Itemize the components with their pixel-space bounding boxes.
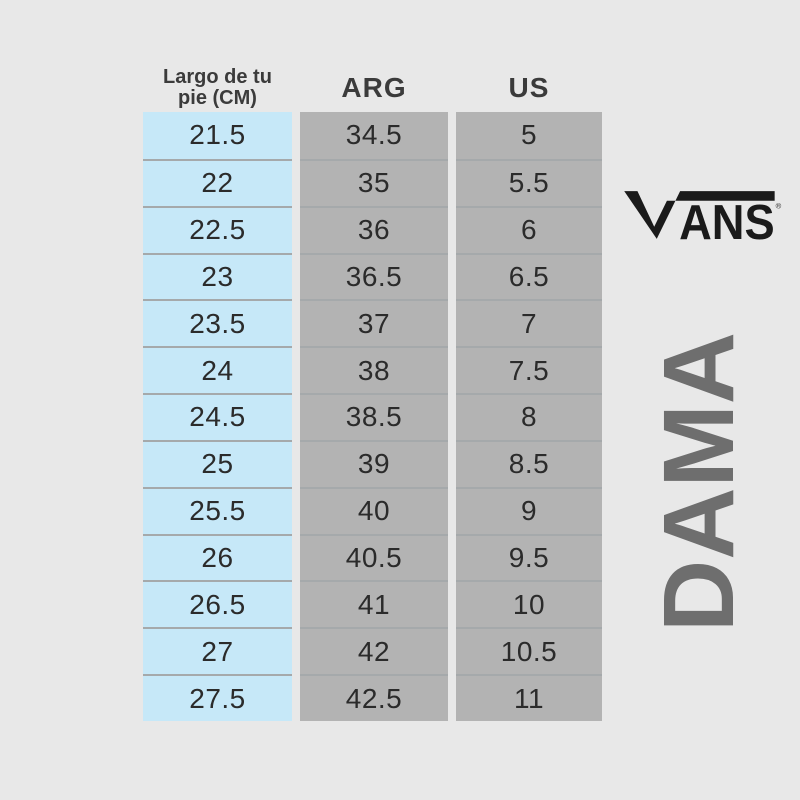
table-cell: 8 (456, 393, 602, 440)
table-cell: 41 (300, 580, 448, 628)
table-cell: 11 (456, 674, 602, 721)
table-cell: 6 (456, 205, 602, 253)
table-cell: 9 (456, 486, 602, 534)
table-cell: 37 (300, 299, 448, 347)
vertical-label-dama: DAMA (643, 332, 755, 632)
table-cell: 36.5 (300, 252, 448, 300)
table-cell: 25.5 (143, 486, 292, 534)
table-cell: 10.5 (456, 627, 602, 675)
vans-ans-letters: ANS (679, 195, 775, 246)
table-cell: 24.5 (143, 393, 292, 440)
table-cell: 40.5 (300, 533, 448, 581)
table-cell: 36 (300, 205, 448, 253)
table-cell: 5.5 (456, 158, 602, 206)
table-cell: 10 (456, 580, 602, 628)
table-cell: 5 (456, 112, 602, 159)
table-cell: 35 (300, 158, 448, 206)
table-header-row: Largo de tu pie (CM) ARG US (143, 63, 602, 112)
table-cell: 25 (143, 439, 292, 487)
table-cell: 39 (300, 439, 448, 487)
table-cell: 8.5 (456, 439, 602, 487)
table-cell: 38 (300, 346, 448, 394)
table-cell: 22 (143, 158, 292, 206)
column-header-us: US (508, 71, 550, 103)
table-cell: 42 (300, 627, 448, 675)
table-cell: 7.5 (456, 346, 602, 394)
column-header-arg: ARG (341, 71, 407, 103)
table-cell: 23 (143, 252, 292, 300)
table-cell: 27 (143, 627, 292, 675)
table-cell: 9.5 (456, 533, 602, 581)
table-cell: 38.5 (300, 393, 448, 440)
table-cell: 34.5 (300, 112, 448, 159)
table-cell: 40 (300, 486, 448, 534)
vans-v-and-bar-shape (624, 191, 775, 239)
table-cell: 42.5 (300, 674, 448, 721)
table-cell: 27.5 (143, 674, 292, 721)
size-chart-table: Largo de tu pie (CM) ARG US 21.5 34.5 5 22 3… (143, 63, 602, 721)
table-cell: 22.5 (143, 205, 292, 253)
table-cell: 6.5 (456, 252, 602, 300)
table-cell: 24 (143, 346, 292, 394)
table-cell: 26.5 (143, 580, 292, 628)
table-cell: 21.5 (143, 112, 292, 159)
table-cell: 26 (143, 533, 292, 581)
vans-logo-graphic: ANS ® (624, 191, 782, 246)
column-header-foot-length: Largo de tu pie (CM) (163, 65, 272, 109)
vans-logo: ANS ® (624, 184, 782, 246)
table-cell: 23.5 (143, 299, 292, 347)
registered-trademark-symbol: ® (776, 201, 782, 210)
table-body: 21.5 34.5 5 22 35 5.5 22.5 36 6 23 36.5 6.5 23.5 37 7 2… (143, 112, 602, 721)
table-cell: 7 (456, 299, 602, 347)
